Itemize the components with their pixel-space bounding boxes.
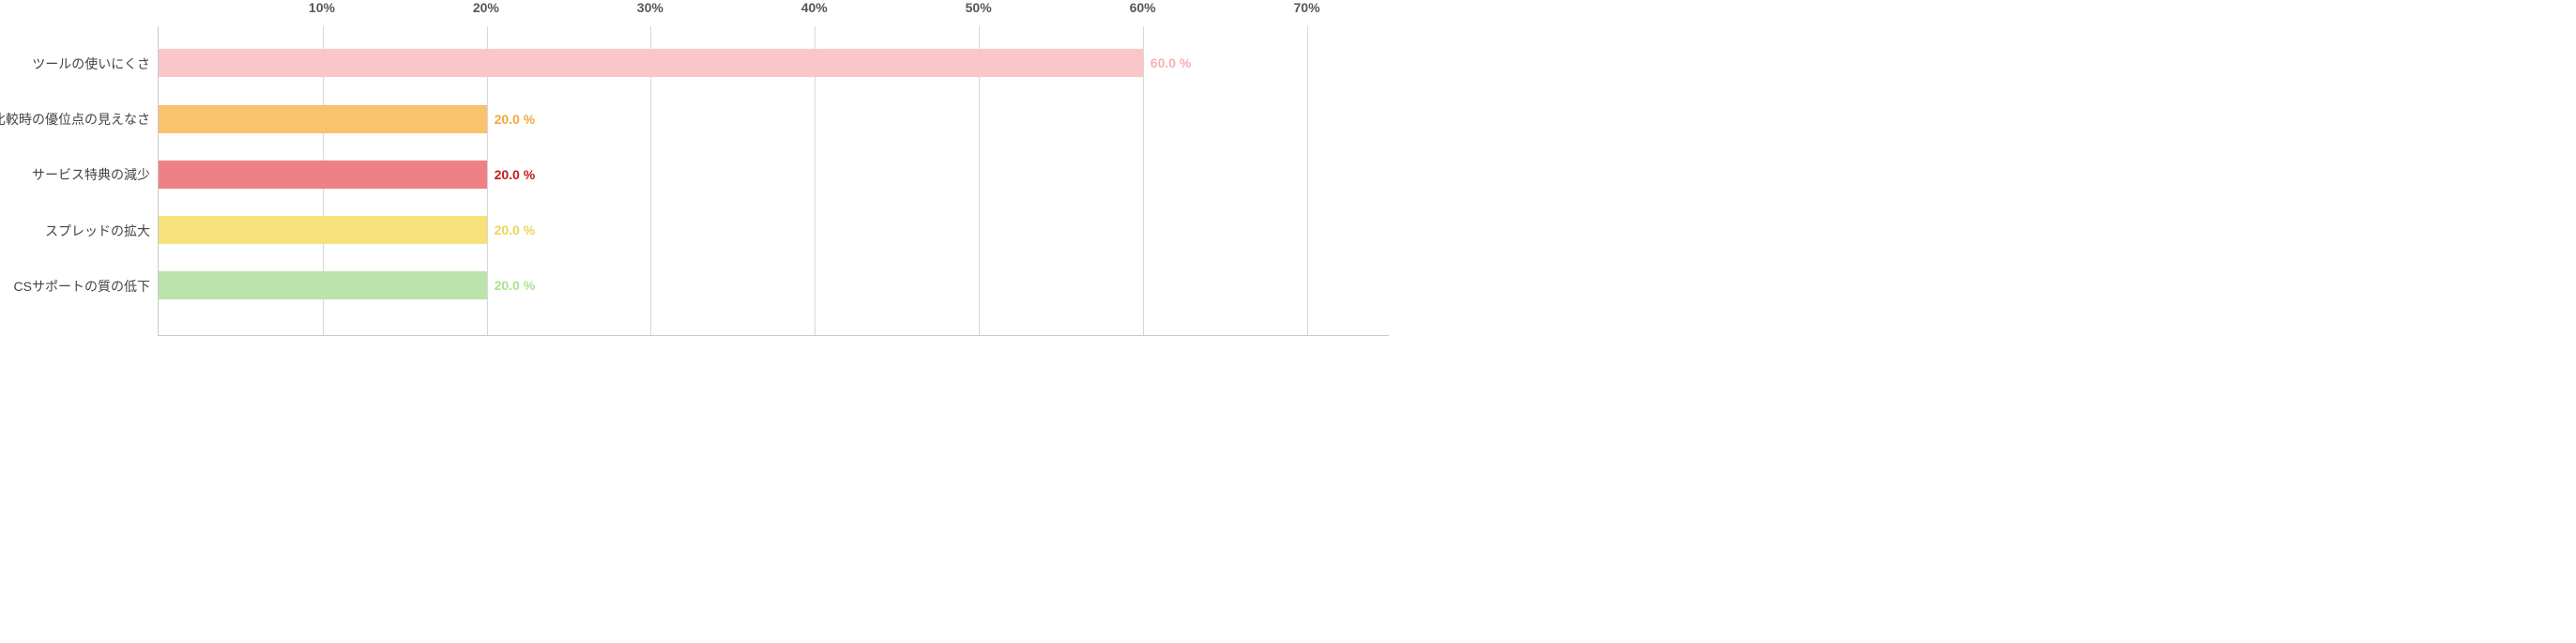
x-axis-labels: 10% 20% 30% 40% 50% 60% 70%	[158, 0, 1389, 26]
bar: 60.0 %	[159, 49, 1143, 77]
row-label: CSサポートの質の低下	[14, 277, 150, 296]
x-tick-label: 30%	[637, 0, 663, 15]
bar: 20.0 %	[159, 216, 487, 244]
bar: 20.0 %	[159, 105, 487, 133]
x-tick-label: 60%	[1130, 0, 1156, 15]
bar-value-label: 20.0 %	[495, 278, 536, 293]
x-tick-label: 70%	[1294, 0, 1320, 15]
plot-area: 60.0 % 20.0 % 20.0 % 20.0 % 20.0 %	[158, 26, 1389, 336]
x-tick-label: 10%	[309, 0, 335, 15]
x-tick-label: 20%	[473, 0, 499, 15]
row-label: サービス特典の減少	[32, 165, 150, 184]
row-label: 他社比較時の優位点の見えなさ	[0, 110, 150, 129]
bar-value-label: 20.0 %	[495, 167, 536, 182]
hbar-chart: 10% 20% 30% 40% 50% 60% 70% ツールの使いにくさ他社比較時の優位点…	[0, 0, 1408, 347]
row-labels: ツールの使いにくさ他社比較時の優位点の見えなさサービス特典の減少スプレッドの拡大…	[0, 26, 150, 336]
bar-value-label: 20.0 %	[495, 222, 536, 237]
gridline	[1143, 26, 1144, 335]
bar-value-label: 60.0 %	[1151, 55, 1192, 70]
x-tick-label: 40%	[801, 0, 828, 15]
row-label: スプレッドの拡大	[45, 222, 150, 240]
bar-value-label: 20.0 %	[495, 112, 536, 127]
row-label: ツールの使いにくさ	[32, 54, 150, 73]
bar: 20.0 %	[159, 271, 487, 299]
x-tick-label: 50%	[966, 0, 992, 15]
bar: 20.0 %	[159, 161, 487, 189]
gridline	[1307, 26, 1308, 335]
